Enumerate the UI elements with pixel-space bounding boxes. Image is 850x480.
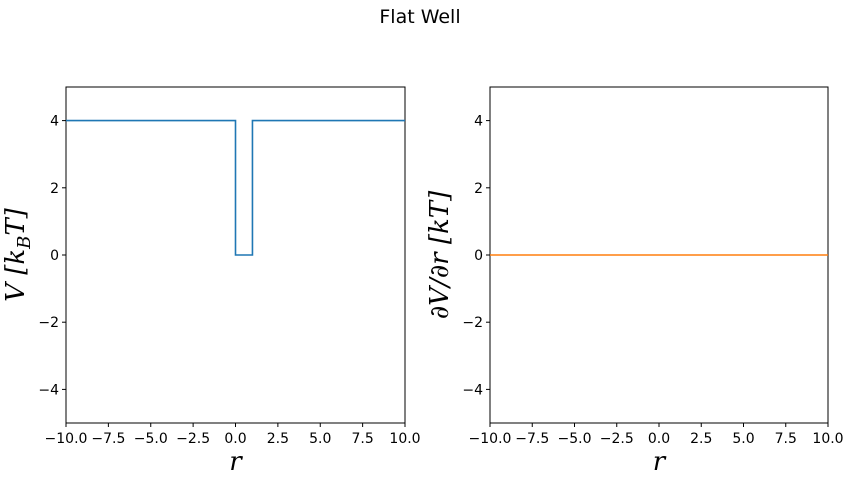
left-x-tick-label: 2.5 [267,431,289,447]
right-x-tick-label: −5.0 [558,431,592,447]
left-x-tick-label: −10.0 [45,431,88,447]
right-x-tick-label: 5.0 [732,431,754,447]
left-x-tick-label: 10.0 [389,431,420,447]
left-chart: −10.0 −7.5 −5.0 −2.5 0.0 2.5 5.0 7.5 10.0 −4 −2 0 2 4… [1,86,421,477]
right-x-tick-label: 2.5 [690,431,712,447]
left-y-tick-label: 4 [50,114,59,130]
right-x-tick-label: −7.5 [515,431,549,447]
right-y-tick-label: 0 [474,248,483,264]
right-chart: −10.0 −7.5 −5.0 −2.5 0.0 2.5 5.0 7.5 10.0 −4 −2 0 2 4… [425,86,844,477]
left-x-tick-label: 5.0 [309,431,331,447]
right-y-axis-label: ∂V/∂r [kT] [425,190,455,319]
right-x-tick-label: 0.0 [648,431,670,447]
left-x-axis-label: r [229,447,243,477]
left-x-tick-label: 0.0 [224,431,246,447]
right-y-tick-label: −2 [462,315,483,331]
left-x-tick-label: −7.5 [91,431,125,447]
figure-title: Flat Well [379,6,460,28]
right-y-tick-label: 4 [474,114,483,130]
right-y-tick-label: −4 [462,382,483,398]
left-y-tick-label: −2 [38,315,59,331]
left-y-tick-label: 2 [50,181,59,197]
right-x-tick-label: −10.0 [469,431,512,447]
right-x-tick-label: 10.0 [812,431,843,447]
left-x-tick-label: −5.0 [134,431,168,447]
left-x-tick-label: −2.5 [176,431,210,447]
right-x-axis-label: r [653,447,667,477]
right-x-tick-label: −2.5 [600,431,634,447]
right-x-tick-label: 7.5 [775,431,797,447]
left-y-tick-label: 0 [50,248,59,264]
right-y-tick-label: 2 [474,181,483,197]
left-y-tick-label: −4 [38,382,59,398]
left-series-line [66,119,405,256]
left-x-tick-label: 7.5 [351,431,373,447]
left-y-axis-label: V [kBT] [1,207,35,302]
